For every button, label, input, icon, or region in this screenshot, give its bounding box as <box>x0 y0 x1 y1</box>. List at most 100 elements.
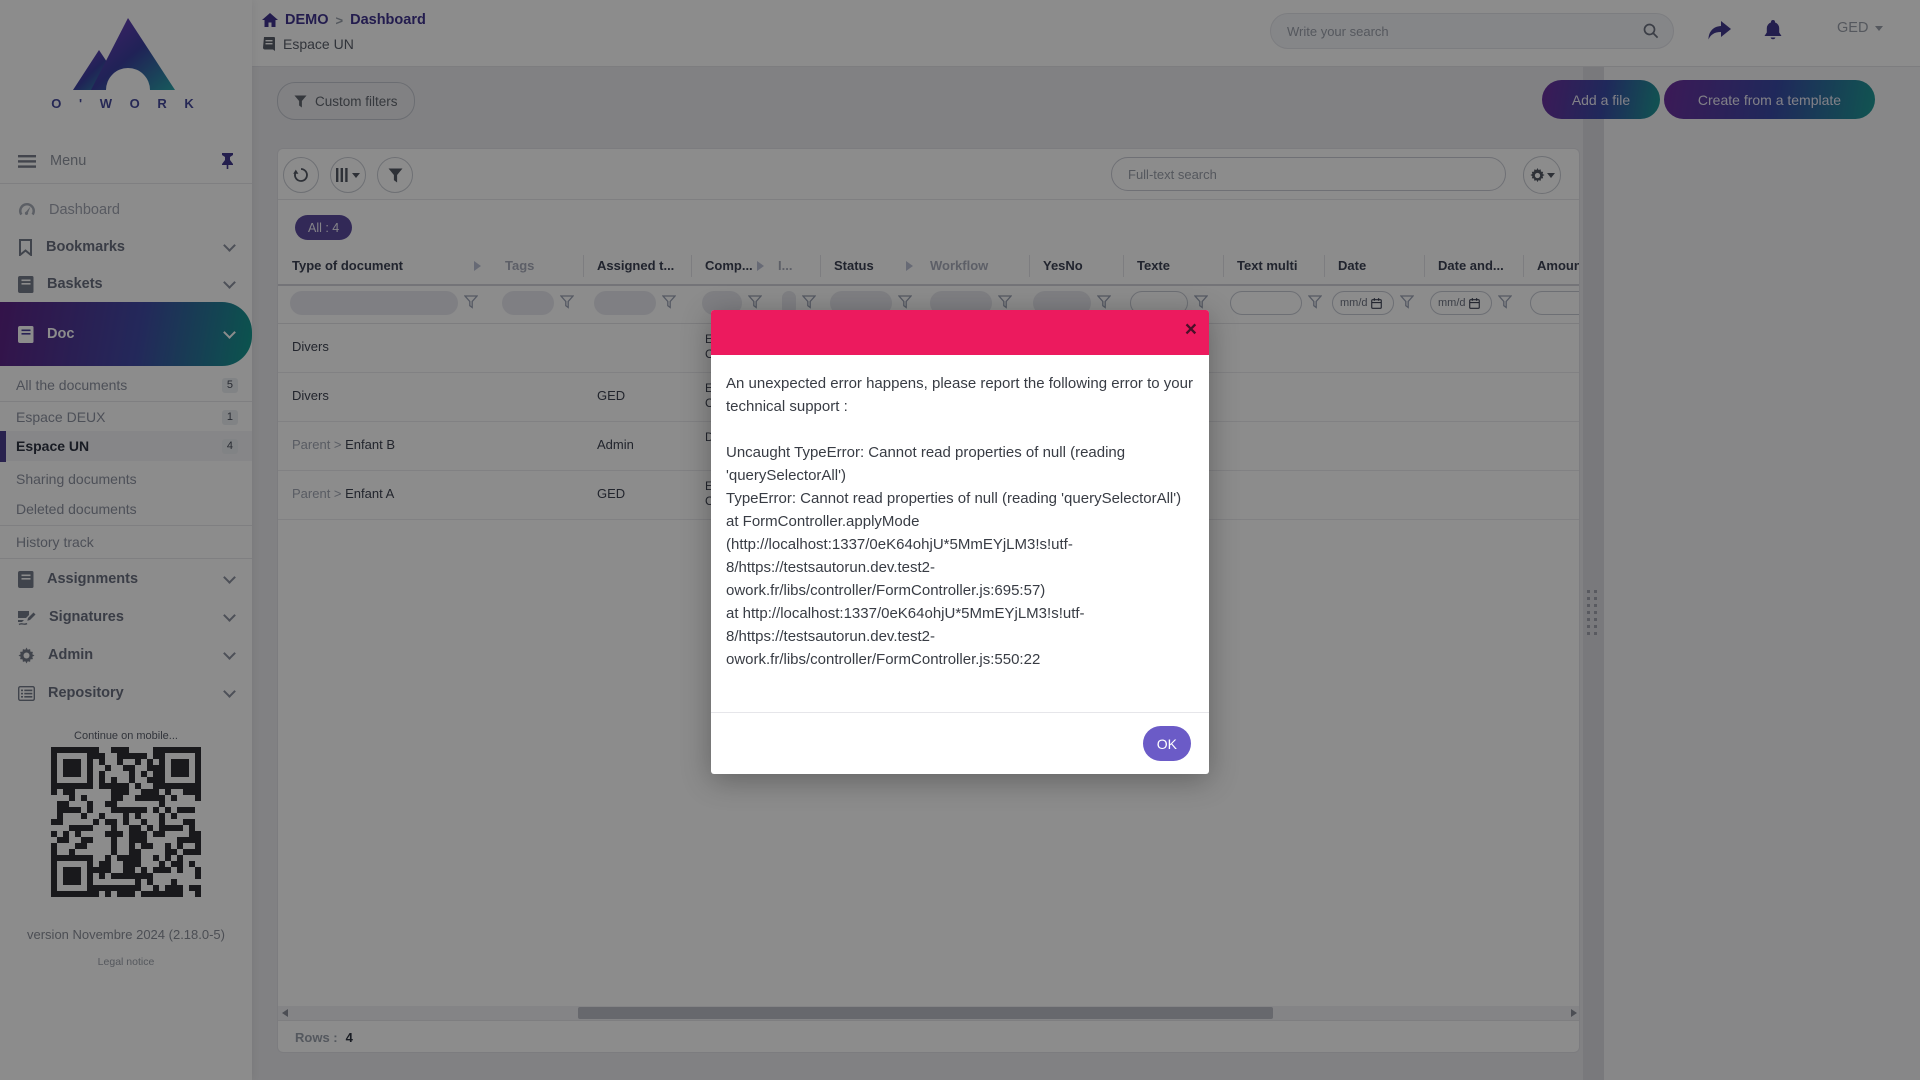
scrollbar-thumb[interactable] <box>578 1007 1273 1019</box>
add-file-button[interactable]: Add a file <box>1542 80 1660 119</box>
sidebar-subitem-all-documents[interactable]: All the documents 5 <box>0 370 252 400</box>
scroll-left-arrow[interactable] <box>282 1009 288 1017</box>
global-search[interactable] <box>1270 13 1674 49</box>
search-icon[interactable] <box>1643 23 1659 39</box>
legal-notice-link[interactable]: Legal notice <box>97 956 155 968</box>
ok-button[interactable]: OK <box>1142 726 1191 761</box>
funnel-icon[interactable] <box>1400 295 1414 309</box>
filter-type-of-document[interactable] <box>290 291 458 315</box>
col-date[interactable]: Date <box>1338 258 1367 273</box>
sidebar-subitem-deleted-documents[interactable]: Deleted documents <box>16 501 137 517</box>
sidebar-item-signatures[interactable]: Signatures <box>0 599 252 635</box>
col-texte[interactable]: Texte <box>1137 258 1170 273</box>
calendar-icon[interactable] <box>1468 297 1480 309</box>
sidebar-subitem-history-track[interactable]: History track <box>16 534 94 550</box>
sidebar-item-assignments[interactable]: Assignments <box>0 561 252 597</box>
filter-date[interactable]: mm/d <box>1332 291 1394 315</box>
funnel-icon[interactable] <box>560 295 574 309</box>
breadcrumb-current[interactable]: Dashboard <box>350 12 426 28</box>
filter-assigned-to[interactable] <box>594 291 656 315</box>
filter-amount[interactable] <box>1530 291 1579 315</box>
sidebar-item-label: Signatures <box>49 609 124 625</box>
create-from-template-button[interactable]: Create from a template <box>1664 80 1875 119</box>
calendar-icon[interactable] <box>1370 297 1382 309</box>
expand-arrow-icon[interactable] <box>757 261 764 271</box>
columns-button[interactable] <box>330 157 366 193</box>
share-icon[interactable] <box>1704 16 1734 46</box>
funnel-icon <box>388 168 402 182</box>
col-i[interactable]: I... <box>778 258 793 273</box>
gear-icon <box>18 647 35 664</box>
col-amount[interactable]: Amount <box>1537 258 1579 273</box>
breadcrumb: DEMO > Dashboard Espace UN <box>262 8 426 56</box>
horizontal-scrollbar[interactable] <box>278 1006 1579 1020</box>
menu-toggle[interactable]: Menu <box>0 146 252 176</box>
sidebar-subitem-espace-deux[interactable]: Espace DEUX 1 <box>0 402 252 432</box>
filter-text-multi[interactable] <box>1230 291 1302 315</box>
funnel-icon[interactable] <box>748 295 762 309</box>
filter-tags[interactable] <box>502 291 554 315</box>
funnel-icon[interactable] <box>802 295 816 309</box>
custom-filters-button[interactable]: Custom filters <box>277 82 415 120</box>
user-name[interactable]: GED <box>1837 20 1869 36</box>
sidebar-item-admin[interactable]: Admin <box>0 637 252 673</box>
scroll-right-arrow[interactable] <box>1571 1009 1577 1017</box>
funnel-icon[interactable] <box>1097 295 1111 309</box>
sidebar-item-dashboard[interactable]: Dashboard <box>0 192 252 228</box>
refresh-button[interactable] <box>283 157 319 193</box>
sidebar-subitem-sharing-documents[interactable]: Sharing documents <box>16 471 137 487</box>
filter-date-and[interactable]: mm/d <box>1430 291 1492 315</box>
bell-icon[interactable] <box>1758 16 1788 46</box>
filter-i[interactable] <box>782 291 796 315</box>
col-date-and[interactable]: Date and... <box>1438 258 1504 273</box>
hamburger-icon[interactable] <box>18 154 36 168</box>
version-text: version Novembre 2024 (2.18.0-5) <box>27 927 225 942</box>
sidebar-subitem-espace-un[interactable]: Espace UN 4 <box>0 431 252 461</box>
funnel-icon[interactable] <box>662 295 676 309</box>
sidebar-item-repository[interactable]: Repository <box>0 675 252 711</box>
col-tags[interactable]: Tags <box>505 258 535 273</box>
funnel-icon <box>294 94 307 108</box>
table-settings-button[interactable] <box>1523 156 1561 194</box>
funnel-icon[interactable] <box>1194 295 1208 309</box>
sidebar-item-label: Assignments <box>47 571 139 587</box>
panel-resize-gutter[interactable] <box>1583 66 1604 1080</box>
col-text-multi[interactable]: Text multi <box>1237 258 1298 273</box>
expand-arrow-icon[interactable] <box>906 261 913 271</box>
refresh-icon <box>293 168 308 182</box>
sidebar-item-bookmarks[interactable]: Bookmarks <box>0 229 252 265</box>
sidebar-item-baskets[interactable]: Baskets <box>0 266 252 302</box>
fulltext-search[interactable] <box>1111 157 1506 191</box>
app-logo[interactable]: O ' W O R K <box>0 12 252 111</box>
global-search-input[interactable] <box>1285 22 1643 40</box>
expand-arrow-icon[interactable] <box>474 261 481 271</box>
funnel-icon[interactable] <box>998 295 1012 309</box>
scope-chip[interactable]: All : 4 <box>295 215 353 240</box>
gear-icon <box>1529 167 1545 182</box>
col-status[interactable]: Status <box>834 258 874 273</box>
funnel-icon[interactable] <box>1308 295 1322 309</box>
col-type-of-document[interactable]: Type of document <box>292 258 403 273</box>
filter-button[interactable] <box>377 157 413 193</box>
col-assigned-to[interactable]: Assigned t... <box>597 258 675 273</box>
home-icon[interactable] <box>262 12 278 28</box>
fulltext-search-input[interactable] <box>1126 165 1491 183</box>
col-yesno[interactable]: YesNo <box>1043 258 1083 273</box>
breadcrumb-home-link[interactable]: DEMO <box>285 12 329 28</box>
col-completed[interactable]: Comp... <box>705 258 753 273</box>
user-menu[interactable]: GED <box>1837 20 1884 36</box>
sidebar-item-doc[interactable]: Doc <box>0 302 252 366</box>
book-icon <box>262 36 276 52</box>
modal-body: An unexpected error happens, please repo… <box>711 355 1209 712</box>
mobile-hint: Continue on mobile... <box>74 730 178 742</box>
col-workflow[interactable]: Workflow <box>930 258 989 273</box>
pin-icon[interactable] <box>221 153 234 169</box>
book-icon <box>18 325 34 343</box>
drag-handle[interactable] <box>1587 590 1597 635</box>
breadcrumb-separator: > <box>335 12 344 28</box>
funnel-icon[interactable] <box>1498 295 1512 309</box>
close-icon[interactable]: × <box>1184 318 1197 341</box>
funnel-icon[interactable] <box>464 295 478 309</box>
funnel-icon[interactable] <box>898 295 912 309</box>
sidebar-item-label: Admin <box>48 647 94 663</box>
